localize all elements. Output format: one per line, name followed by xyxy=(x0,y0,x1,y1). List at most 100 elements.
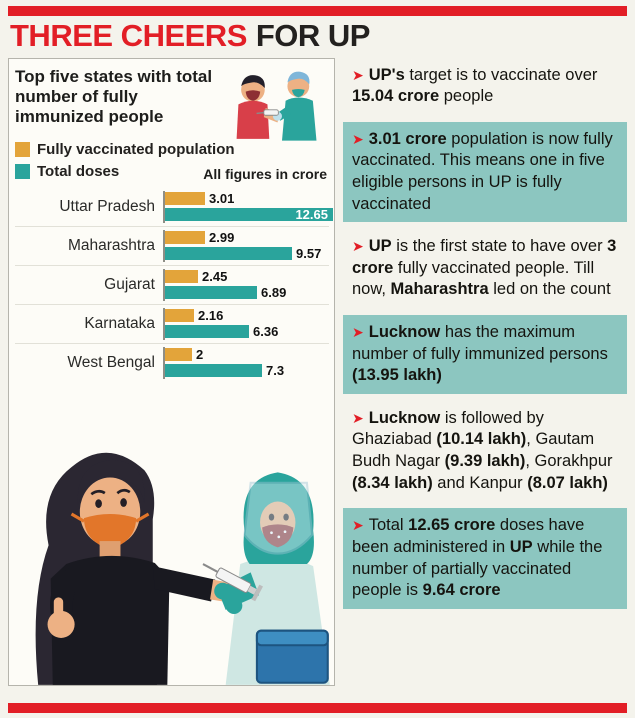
bar-total-doses xyxy=(165,325,249,339)
top-red-bar xyxy=(8,6,627,16)
bullet-text: has the maximum number of fully immunize… xyxy=(352,323,608,363)
bar-value: 6.36 xyxy=(253,324,279,340)
bullet-text-bold: (8.34 lakh) xyxy=(352,473,433,492)
bullet-text: and Kanpur xyxy=(432,473,528,492)
chart-panel-title: Top five states with total number of ful… xyxy=(15,66,213,127)
bullet-text-bold: 3.01 crore xyxy=(368,129,447,148)
bullet-text: , Gautam Budh Nagar xyxy=(352,430,595,471)
headline: THREE CHEERS FOR UP xyxy=(0,16,635,58)
bullet-item: ➤ Lucknow is followed by Ghaziabad (10.14… xyxy=(343,401,627,501)
bottom-red-bar xyxy=(8,703,627,713)
bullet-text: Total xyxy=(368,516,409,535)
bar-fully-vaccinated xyxy=(165,270,198,284)
chart-legend: Fully vaccinated population Total doses Al… xyxy=(15,136,329,185)
bullet-text-bold: (8.07 lakh) xyxy=(527,473,608,492)
bullet-text: fully vaccinated people. Till now, xyxy=(352,258,595,299)
bullet-arrow-icon: ➤ xyxy=(352,238,364,255)
bullet-text: while the number of partially vaccinated… xyxy=(352,537,603,600)
bar-line: 6.89 xyxy=(165,285,329,301)
bar-fully-vaccinated xyxy=(165,192,205,206)
bar-group: 2.45 6.89 xyxy=(163,268,329,301)
bullet-text-bold: Lucknow xyxy=(368,323,441,342)
bullet-arrow-icon: ➤ xyxy=(352,324,364,341)
bullet-text-bold: Maharashtra xyxy=(390,280,489,299)
bullet-arrow-icon: ➤ xyxy=(352,66,364,83)
bar-value: 12.65 xyxy=(295,207,328,223)
bullet-item: ➤ 3.01 crore population is now fully vacc… xyxy=(343,121,627,223)
bar-chart: Uttar Pradesh 3.01 12.65 Maharashtra 2.99 9.5… xyxy=(15,188,333,382)
state-label: Uttar Pradesh xyxy=(59,197,155,215)
bullet-text: target is to vaccinate over xyxy=(404,65,598,84)
bullet-item: ➤ UP's target is to vaccinate over 15.04 … xyxy=(343,58,627,115)
bar-group: 2.16 6.36 xyxy=(163,307,329,340)
bar-value: 2 xyxy=(196,347,204,363)
bullet-text-bold: UP's xyxy=(368,65,405,84)
bullet-text-bold: UP xyxy=(509,537,533,556)
bullet-text-bold: 12.65 crore xyxy=(408,516,496,535)
facts-panel: ➤ UP's target is to vaccinate over 15.04 … xyxy=(343,58,627,686)
bullet-text-bold: Lucknow xyxy=(368,408,441,427)
bullet-text-bold: UP xyxy=(368,237,392,256)
bar-fully-vaccinated xyxy=(165,231,205,245)
bullet-arrow-icon: ➤ xyxy=(352,130,364,147)
bar-total-doses xyxy=(165,364,262,378)
legend-swatch xyxy=(15,141,30,157)
bar-value: 2.45 xyxy=(202,269,228,285)
bullet-text: people xyxy=(439,87,494,106)
chart-row: Maharashtra 2.99 9.57 xyxy=(15,227,329,266)
bar-line: 2.45 xyxy=(165,269,329,285)
bullet-text: led on the count xyxy=(488,280,611,299)
legend-item: Fully vaccinated population xyxy=(15,141,329,158)
bar-value: 2.99 xyxy=(209,230,235,246)
bar-value: 6.89 xyxy=(261,285,287,301)
chart-row: Karnataka 2.16 6.36 xyxy=(15,305,329,344)
bar-line: 2.16 xyxy=(165,308,329,324)
bar-line: 2 xyxy=(165,347,329,363)
chart-row: Gujarat 2.45 6.89 xyxy=(15,266,329,305)
bar-total-doses xyxy=(165,247,292,261)
bullet-text-bold: (13.95 lakh) xyxy=(352,366,442,385)
legend-label: Total doses xyxy=(37,162,120,180)
state-label: Karnataka xyxy=(84,314,155,332)
bar-value: 7.3 xyxy=(266,363,285,379)
bullet-text-bold: (10.14 lakh) xyxy=(436,430,527,449)
bar-group: 2.99 9.57 xyxy=(163,229,329,262)
legend-label: Fully vaccinated population xyxy=(37,140,235,158)
bar-fully-vaccinated xyxy=(165,309,194,323)
vaccination-illustration xyxy=(9,384,334,685)
bullet-item: ➤ Total 12.65 crore doses have been admin… xyxy=(343,508,627,609)
bar-line: 2.99 xyxy=(165,230,329,246)
bar-line: 3.01 xyxy=(165,191,333,207)
bar-total-doses xyxy=(165,286,257,300)
bullet-text-bold: (9.39 lakh) xyxy=(444,452,526,471)
bar-fully-vaccinated xyxy=(165,348,192,362)
chart-panel: Top five states with total number of ful… xyxy=(8,57,335,686)
bullet-text: is the first state to have over xyxy=(391,237,608,256)
bullet-text: , Gorakhpur xyxy=(525,452,613,471)
state-label: Maharashtra xyxy=(67,236,155,254)
legend-item: Total doses xyxy=(15,163,329,180)
state-label: Gujarat xyxy=(104,275,155,293)
bullet-text-bold: 9.64 crore xyxy=(422,581,501,600)
bullet-text: population is now fully vaccinated. This… xyxy=(352,129,613,213)
bar-value: 3.01 xyxy=(209,191,235,207)
bar-line: 6.36 xyxy=(165,324,329,340)
headline-red: THREE CHEERS xyxy=(10,18,247,53)
bullet-text: doses have been administered in xyxy=(352,516,585,556)
bullet-text: is followed by Ghaziabad xyxy=(352,408,544,449)
chart-row: West Bengal 2 7.3 xyxy=(15,344,329,382)
infographic: THREE CHEERS FOR UP Top five states with … xyxy=(0,6,635,718)
bullet-arrow-icon: ➤ xyxy=(352,409,364,426)
bullet-text-bold: 15.04 crore xyxy=(352,87,440,106)
bar-line: 9.57 xyxy=(165,246,329,262)
main-content: Top five states with total number of ful… xyxy=(0,57,635,686)
bar-line: 7.3 xyxy=(165,363,329,379)
bar-value: 9.57 xyxy=(296,246,322,262)
bullet-text-bold: 3 crore xyxy=(352,237,617,277)
headline-dark: FOR UP xyxy=(255,18,371,53)
injection-scene-small-icon xyxy=(236,71,317,141)
bar-total-doses: 12.65 xyxy=(165,207,333,223)
state-label: West Bengal xyxy=(67,353,155,371)
bar-group: 2 7.3 xyxy=(163,346,329,379)
chart-row: Uttar Pradesh 3.01 12.65 xyxy=(15,188,333,227)
